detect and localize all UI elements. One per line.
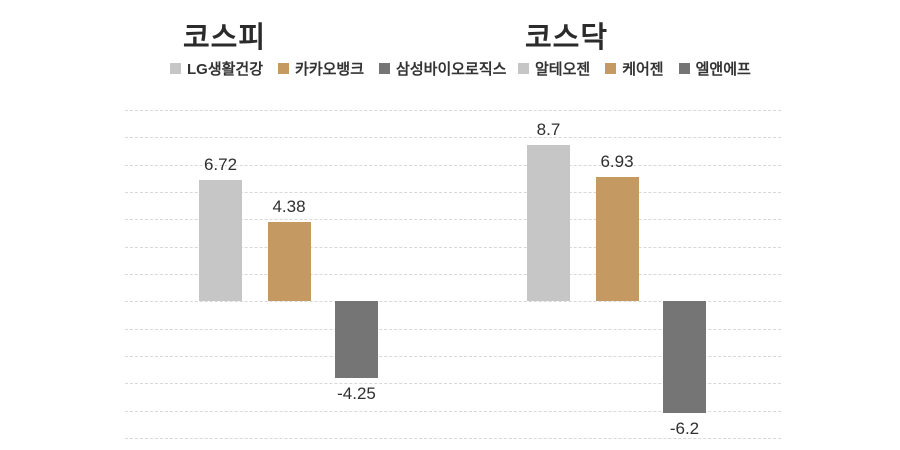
bar-value-label: -6.2 <box>669 418 700 438</box>
chart-title-kospi: 코스피 <box>183 22 267 54</box>
bar-value-label: 4.38 <box>272 197 306 217</box>
bar-kospi-0 <box>199 180 242 302</box>
gridline <box>125 301 781 303</box>
legend-label: 알테오젠 <box>535 61 591 78</box>
legend-item: 삼성바이오로직스 <box>379 58 506 79</box>
legend-label: 엘앤에프 <box>695 61 751 78</box>
gridline <box>125 355 781 357</box>
bar-kosdaq-0 <box>527 144 570 302</box>
bar-value-label: 8.7 <box>536 119 561 139</box>
legend-item: 알테오젠 <box>518 58 590 79</box>
legend-label: 삼성바이오로직스 <box>396 61 507 78</box>
legend-item: LG생활건강 <box>170 58 263 79</box>
legend-item: 카카오뱅크 <box>278 58 364 79</box>
legend-item: 케어젠 <box>605 58 664 79</box>
legend-kospi: LG생활건강 카카오뱅크 삼성바이오로직스 <box>170 58 506 79</box>
gridline <box>125 137 781 139</box>
gridline <box>125 246 781 248</box>
bar-value-label: -4.25 <box>337 383 376 403</box>
gridline <box>125 110 781 111</box>
gridline <box>125 273 781 275</box>
gridline <box>125 410 781 412</box>
legend-swatch-icon <box>278 63 290 74</box>
gridline <box>125 328 781 330</box>
bar-value-label: 6.93 <box>600 151 634 171</box>
bar-value-label: 6.72 <box>203 155 238 175</box>
gridline <box>125 437 781 439</box>
gridline <box>125 383 781 385</box>
bar-kosdaq-1 <box>595 176 639 302</box>
bar-kospi-1 <box>267 222 311 302</box>
legend-label: 카카오뱅크 <box>295 61 365 78</box>
legend-kosdaq: 알테오젠 케어젠 엘앤에프 <box>518 58 751 79</box>
gridline <box>125 164 781 166</box>
legend-swatch-icon <box>678 63 690 74</box>
legend-item: 엘앤에프 <box>678 58 751 79</box>
legend-label: 케어젠 <box>622 61 664 78</box>
gridline <box>125 219 781 221</box>
chart-title-kosdaq: 코스닥 <box>525 22 609 54</box>
bar-kospi-2 <box>335 301 378 378</box>
legend-swatch-icon <box>379 63 391 74</box>
legend-swatch-icon <box>605 63 617 74</box>
legend-swatch-icon <box>518 63 529 74</box>
legend-swatch-icon <box>170 63 181 74</box>
bar-kosdaq-2 <box>663 301 706 413</box>
gridline <box>125 191 781 193</box>
legend-label: LG생활건강 <box>187 61 264 78</box>
